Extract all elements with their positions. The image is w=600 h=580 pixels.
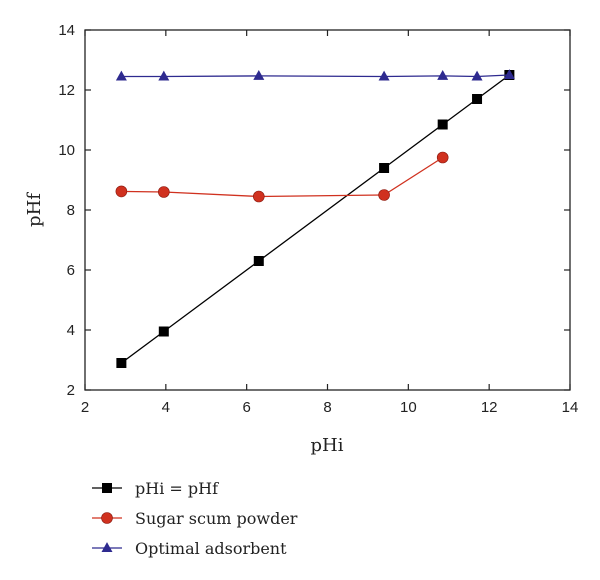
x-axis-title: pHi [311,435,344,456]
series-0 [116,70,515,368]
x-tick-label: 2 [81,399,89,416]
legend-item: Optimal adsorbent [92,539,287,558]
y-tick-label: 8 [67,202,75,219]
series-1 [115,151,449,203]
data-point [378,189,390,201]
series-line [121,74,510,78]
series-2 [115,69,515,81]
data-point [115,70,127,81]
legend-marker [101,512,113,524]
x-tick-label: 14 [562,399,579,416]
data-point [253,256,264,266]
data-point [252,190,265,203]
x-tick-label: 4 [162,399,170,416]
x-tick-label: 12 [481,399,498,416]
data-point [378,70,390,81]
y-axis-title: pHf [24,192,45,227]
data-point [436,151,449,164]
data-point [472,94,483,104]
legend-item: pHi = pHf [92,479,219,498]
data-point [115,185,128,198]
x-tick-label: 10 [400,399,417,416]
legend-marker [101,542,113,552]
x-tick-label: 6 [242,399,250,416]
series-line [120,74,510,364]
data-point [158,70,170,81]
data-point [503,69,515,79]
legend-label: Optimal adsorbent [135,539,287,558]
y-tick-label: 12 [58,82,75,99]
legend-label: Sugar scum powder [135,509,298,528]
series-layer [115,69,515,368]
data-point [379,163,390,173]
legend-marker [102,483,112,493]
axes: 2 4 6 8 10 12 14 2 4 6 8 10 12 14 [58,22,578,416]
legend: pHi = pHf Sugar scum powder Optimal adsorb… [92,479,298,558]
data-point [471,70,483,81]
series-line [121,156,444,198]
data-point [437,70,449,80]
data-point [158,326,169,337]
y-tick-label: 2 [67,382,75,399]
data-point [253,70,265,80]
legend-item: Sugar scum powder [92,509,298,528]
y-tick-label: 14 [58,22,75,39]
data-point [116,358,127,368]
y-tick-label: 10 [58,142,75,159]
x-tick-label: 8 [323,399,331,416]
y-tick-label: 6 [67,262,75,279]
y-tick-label: 4 [67,322,75,339]
legend-label: pHi = pHf [135,479,219,498]
data-point [158,186,170,198]
data-point [437,119,448,130]
